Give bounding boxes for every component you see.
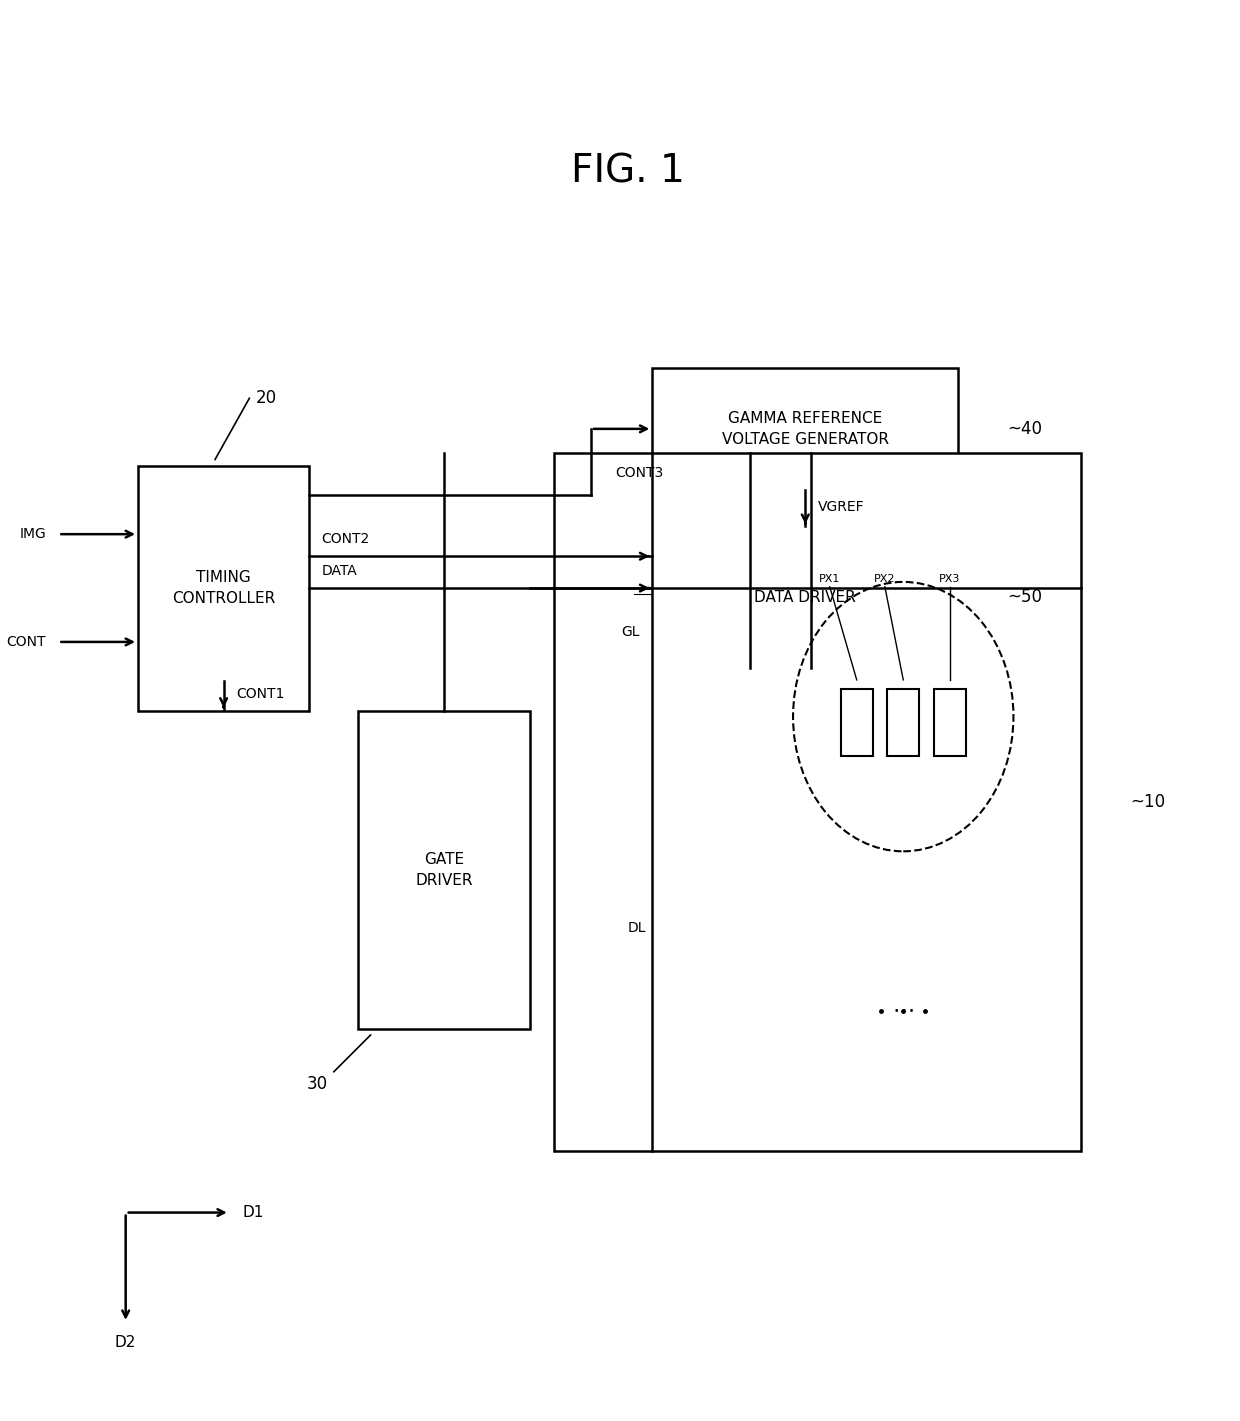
Text: ~50: ~50 [1007,588,1043,607]
Text: TIMING
CONTROLLER: TIMING CONTROLLER [172,570,275,605]
Text: PX1: PX1 [820,574,841,584]
FancyBboxPatch shape [138,466,309,710]
Text: DATA: DATA [321,564,357,578]
FancyBboxPatch shape [358,710,529,1029]
Text: CONT3: CONT3 [615,466,663,480]
Text: DL: DL [627,921,646,935]
FancyBboxPatch shape [652,368,959,490]
Text: GATE
DRIVER: GATE DRIVER [415,851,472,888]
Text: 20: 20 [255,389,277,408]
Text: D1: D1 [242,1205,263,1221]
Text: CONT1: CONT1 [236,688,284,701]
Text: ~10: ~10 [1130,793,1164,811]
FancyBboxPatch shape [554,453,1081,1151]
FancyBboxPatch shape [934,689,966,756]
Text: ~40: ~40 [1007,419,1043,438]
Text: PX2: PX2 [874,574,895,584]
Text: D2: D2 [115,1334,136,1350]
Text: 30: 30 [306,1076,327,1093]
Text: VGREF: VGREF [817,500,864,514]
Text: ⋯: ⋯ [892,1000,914,1020]
Text: PX3: PX3 [939,574,961,584]
Text: CONT: CONT [6,635,46,649]
Text: GL: GL [621,625,640,639]
Text: GAMMA REFERENCE
VOLTAGE GENERATOR: GAMMA REFERENCE VOLTAGE GENERATOR [722,411,889,446]
FancyBboxPatch shape [888,689,919,756]
Text: FIG. 1: FIG. 1 [570,152,684,190]
FancyBboxPatch shape [652,527,959,668]
Text: IMG: IMG [20,527,46,541]
Text: DATA DRIVER: DATA DRIVER [754,590,856,605]
FancyBboxPatch shape [841,689,873,756]
Text: CONT2: CONT2 [321,533,370,547]
